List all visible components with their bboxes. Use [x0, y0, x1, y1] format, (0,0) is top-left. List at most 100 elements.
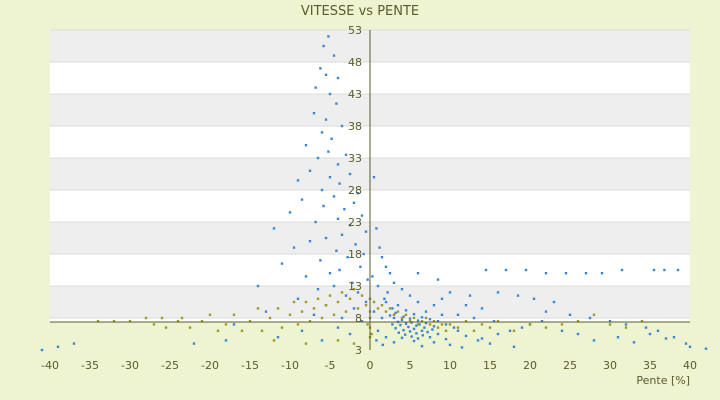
scatter-point: [338, 182, 341, 185]
scatter-point: [319, 67, 322, 70]
y-tick-label: 48: [348, 56, 362, 69]
scatter-point: [488, 342, 492, 345]
scatter-point: [456, 329, 460, 332]
chart-title: VITESSE vs PENTE: [301, 4, 419, 19]
scatter-point: [336, 217, 340, 220]
scatter-point: [436, 326, 440, 329]
scatter-point: [528, 323, 532, 326]
scatter-point: [402, 328, 405, 332]
x-tick-label: -10: [281, 359, 299, 372]
scatter-point: [376, 329, 380, 332]
scatter-point: [400, 336, 404, 340]
scatter-point: [408, 294, 412, 297]
scatter-point: [632, 341, 636, 344]
scatter-point: [380, 304, 384, 307]
scatter-point: [386, 291, 389, 294]
scatter-point: [624, 326, 628, 329]
x-tick-label: -20: [201, 359, 219, 372]
scatter-point: [344, 294, 348, 297]
y-tick-label: 8: [355, 312, 362, 325]
scatter-point: [560, 323, 564, 326]
scatter-point: [392, 313, 396, 316]
scatter-point: [608, 323, 612, 326]
scatter-point: [304, 300, 308, 304]
scatter-point: [304, 342, 308, 345]
scatter-point: [496, 332, 500, 336]
scatter-point: [319, 259, 322, 262]
scatter-point: [232, 323, 236, 326]
scatter-point: [384, 300, 388, 304]
scatter-point: [348, 297, 352, 300]
scatter-point: [480, 307, 484, 310]
scatter-point: [428, 323, 432, 326]
scatter-point: [399, 323, 402, 327]
scatter-point: [472, 329, 476, 332]
scatter-point: [420, 320, 424, 323]
scatter-point: [644, 326, 648, 329]
scatter-point: [415, 332, 418, 335]
x-tick-label: 35: [643, 359, 657, 372]
scatter-point: [468, 294, 472, 297]
scatter-point: [324, 304, 328, 307]
scatter-point: [272, 227, 276, 230]
scatter-point: [592, 313, 596, 316]
scatter-point: [328, 294, 332, 297]
scatter-point: [412, 339, 416, 343]
scatter-point: [416, 300, 420, 304]
scatter-point: [192, 342, 196, 345]
scatter-point: [352, 342, 356, 345]
scatter-point: [552, 300, 556, 304]
scatter-point: [300, 329, 304, 332]
scatter-point: [704, 347, 708, 350]
scatter-point: [268, 316, 272, 320]
y-tick-label: 38: [348, 120, 362, 133]
x-tick-label: -15: [241, 359, 259, 372]
x-tick-label: -40: [41, 359, 59, 372]
scatter-point: [312, 112, 316, 115]
scatter-point: [504, 268, 508, 272]
scatter-point: [272, 339, 276, 342]
scatter-point: [576, 320, 580, 323]
scatter-point: [396, 304, 400, 307]
scatter-point: [375, 227, 378, 230]
scatter-point: [304, 144, 308, 147]
scatter-point: [384, 336, 388, 339]
scatter-point: [256, 307, 260, 310]
scatter-point: [378, 246, 381, 249]
scatter-point: [375, 339, 378, 342]
x-tick-labels: -40 -35 -30 -25 -20 -15 -10 -5 0 5 10 15 20 25 30 35 40: [41, 359, 697, 372]
scatter-point: [480, 337, 484, 340]
scatter-point: [356, 307, 360, 310]
scatter-point: [508, 329, 512, 332]
scatter-point: [344, 153, 348, 156]
scatter-point: [568, 313, 572, 316]
scatter-point: [408, 317, 412, 320]
y-tick-label: 53: [348, 24, 362, 37]
scatter-point: [688, 345, 692, 348]
scatter-point: [420, 316, 424, 319]
scatter-point: [428, 318, 432, 321]
scatter-point: [336, 163, 340, 166]
scatter-point: [408, 320, 412, 323]
scatter-point: [624, 323, 628, 326]
scatter-point: [164, 326, 168, 329]
scatter-point: [300, 198, 304, 201]
scatter-point: [448, 343, 452, 347]
scatter-point: [328, 272, 332, 275]
scatter-point: [308, 240, 312, 243]
scatter-point: [364, 230, 368, 233]
scatter-point: [260, 329, 264, 332]
scatter-point: [476, 339, 480, 342]
scatter-point: [40, 348, 44, 352]
scatter-point: [328, 92, 332, 96]
scatter-point: [664, 337, 668, 340]
scatter-point: [372, 310, 376, 313]
scatter-point: [240, 329, 244, 332]
x-tick-label: 0: [367, 359, 374, 372]
scatter-point: [346, 256, 349, 259]
x-tick-label: 10: [443, 359, 457, 372]
scatter-point: [512, 329, 516, 332]
scatter-point: [160, 316, 164, 320]
scatter-point: [496, 320, 500, 323]
scatter-point: [388, 272, 392, 275]
